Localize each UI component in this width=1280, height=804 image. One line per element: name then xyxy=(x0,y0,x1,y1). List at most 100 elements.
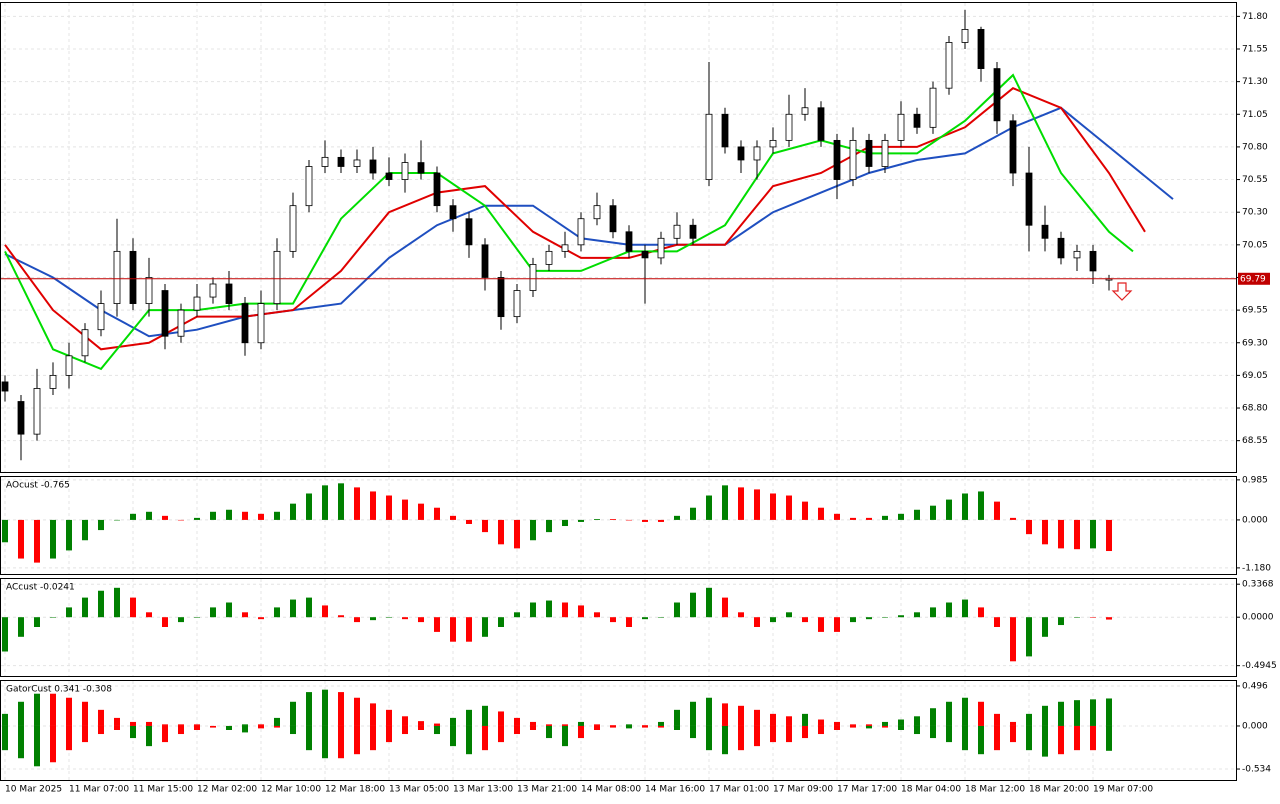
gator-bar xyxy=(2,713,8,726)
y-tick-label: -0.4945 xyxy=(1242,661,1277,671)
histogram-bar xyxy=(82,519,88,541)
gator-bar xyxy=(274,725,280,728)
histogram-bar xyxy=(930,607,936,618)
candle-body xyxy=(737,146,745,161)
histogram-bar xyxy=(338,615,344,618)
y-tick-label: 0.000 xyxy=(1242,721,1268,731)
histogram-bar xyxy=(898,513,904,520)
candle-body xyxy=(753,146,761,161)
histogram-bar xyxy=(1042,617,1048,637)
gator-bar xyxy=(994,713,1000,726)
down-arrow xyxy=(1111,282,1133,301)
candle-body xyxy=(209,283,217,298)
gator-bar xyxy=(178,725,184,735)
histogram-bar xyxy=(706,495,712,520)
y-tick-label: 71.30 xyxy=(1242,77,1268,87)
gator-bar xyxy=(466,709,472,726)
gator-bar xyxy=(1074,700,1080,726)
gator-bar xyxy=(18,725,24,759)
y-tick-label: 69.05 xyxy=(1242,371,1268,381)
candle-body xyxy=(865,139,873,167)
candle-body xyxy=(913,113,921,128)
gator-bar xyxy=(914,725,920,735)
candle-body xyxy=(1,381,9,392)
histogram-bar xyxy=(770,493,776,520)
gator-bar xyxy=(690,725,696,739)
candle-body xyxy=(1009,120,1017,174)
histogram-bar xyxy=(242,612,248,618)
histogram-bar xyxy=(530,602,536,618)
histogram-bar xyxy=(194,617,200,618)
gator-bar xyxy=(354,725,360,755)
candle-body xyxy=(817,107,825,141)
histogram-bar xyxy=(98,519,104,531)
x-tick-label: 18 Mar 04:00 xyxy=(901,785,961,795)
gator-bar xyxy=(306,725,312,751)
sell-signal-arrow xyxy=(1111,282,1133,301)
gator-bar xyxy=(514,717,520,726)
gator-bar xyxy=(978,725,984,755)
candle-body xyxy=(433,172,441,207)
histogram-bar xyxy=(882,515,888,520)
candle-body xyxy=(497,277,505,318)
candle-body xyxy=(273,250,281,304)
gator-bar xyxy=(114,717,120,726)
histogram-bar xyxy=(834,617,840,632)
candle-body xyxy=(609,205,617,233)
candle-body xyxy=(993,68,1001,122)
gator-bar xyxy=(882,725,888,728)
histogram-bar xyxy=(818,617,824,632)
gator-bar xyxy=(578,721,584,726)
histogram-bar xyxy=(498,519,504,545)
x-tick-label: 18 Mar 20:00 xyxy=(1029,785,1089,795)
histogram-bar xyxy=(706,587,712,618)
candle-body xyxy=(289,205,297,252)
histogram-bar xyxy=(274,511,280,520)
current-price-label: 69.79 xyxy=(1240,274,1266,284)
candle-body xyxy=(657,237,665,259)
gator-bar xyxy=(210,725,216,728)
gator-bar xyxy=(834,725,840,730)
histogram-bar xyxy=(402,617,408,620)
candle-body xyxy=(369,159,377,174)
gator-bar xyxy=(674,725,680,730)
histogram-bar xyxy=(562,602,568,618)
gator-bar xyxy=(482,725,488,751)
histogram-bar xyxy=(994,501,1000,520)
histogram-bar xyxy=(482,519,488,533)
histogram-bar xyxy=(130,513,136,520)
candle-body xyxy=(161,290,169,337)
histogram-bar xyxy=(786,495,792,520)
panel-frame xyxy=(0,476,1237,575)
histogram-bar xyxy=(786,612,792,618)
gator-bar xyxy=(1106,725,1112,751)
panel-frame xyxy=(0,680,1237,781)
histogram-bar xyxy=(178,617,184,623)
x-tick-label: 11 Mar 07:00 xyxy=(69,785,129,795)
gator-bar xyxy=(610,725,616,726)
histogram-bar xyxy=(754,489,760,520)
histogram-bar xyxy=(98,590,104,618)
candle-body xyxy=(113,250,121,304)
histogram-bar xyxy=(770,617,776,623)
gator-bar xyxy=(562,725,568,747)
gator-bar xyxy=(546,724,552,726)
indicator-title: AOcust -0.765 xyxy=(6,481,70,491)
gator-bar xyxy=(1010,725,1016,743)
gator-bar xyxy=(1026,713,1032,726)
histogram-bar xyxy=(674,515,680,520)
histogram-bar xyxy=(466,617,472,642)
histogram-bar xyxy=(178,519,184,521)
gator-bar xyxy=(754,725,760,747)
gator-bar xyxy=(690,701,696,726)
gator-bar xyxy=(82,725,88,743)
x-tick-label: 13 Mar 21:00 xyxy=(517,785,577,795)
gator-bar xyxy=(482,705,488,726)
histogram-bar xyxy=(322,485,328,520)
histogram-bar xyxy=(34,617,40,627)
gator-bar xyxy=(962,725,968,751)
histogram-bar xyxy=(82,597,88,618)
histogram-bar xyxy=(114,519,120,521)
gator-bar xyxy=(370,703,376,726)
candle-body xyxy=(481,244,489,278)
